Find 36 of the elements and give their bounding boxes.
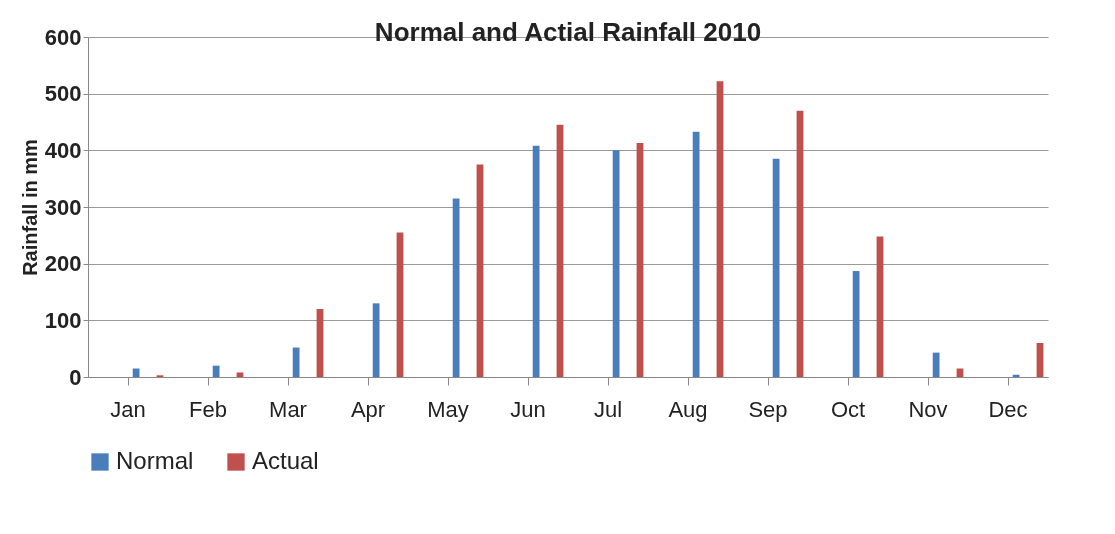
x-tick-label: Jun <box>510 396 546 422</box>
x-tick-label: Dec <box>988 396 1028 422</box>
y-tick-label: 300 <box>44 194 82 220</box>
bar <box>372 303 380 377</box>
y-tick-label: 500 <box>44 81 82 107</box>
bar <box>1012 374 1020 377</box>
y-tick-label: 100 <box>44 307 82 333</box>
x-tick-label: Oct <box>830 396 866 422</box>
x-tick-label: Jul <box>593 396 623 422</box>
bar <box>932 352 940 377</box>
y-tick-label: 0 <box>69 364 82 390</box>
bar <box>132 368 140 377</box>
bar <box>612 150 620 377</box>
bar <box>452 198 460 377</box>
x-tick-label: Apr <box>350 396 386 422</box>
bar <box>292 347 300 377</box>
x-tick-label: Jan <box>110 396 146 422</box>
bar <box>212 365 220 377</box>
legend-label: Normal <box>116 447 194 474</box>
x-tick-label: May <box>427 396 469 422</box>
x-tick-label: Feb <box>189 396 227 422</box>
bar <box>852 271 860 377</box>
x-tick-label: Mar <box>269 396 307 422</box>
bar <box>532 145 540 377</box>
chart-title: Normal and Actial Rainfall 2010 <box>374 17 762 47</box>
y-tick-label: 600 <box>44 24 82 50</box>
y-tick-label: 200 <box>44 251 82 277</box>
legend-label: Actual <box>252 447 319 474</box>
bar <box>772 158 780 377</box>
y-tick-label: 400 <box>44 137 82 163</box>
bar <box>692 131 700 377</box>
bar <box>236 372 244 377</box>
x-tick-label: Aug <box>668 396 708 422</box>
y-axis-title: Rainfall in mm <box>18 139 41 276</box>
x-tick-label: Nov <box>908 396 948 422</box>
x-tick-label: Sep <box>748 396 788 422</box>
